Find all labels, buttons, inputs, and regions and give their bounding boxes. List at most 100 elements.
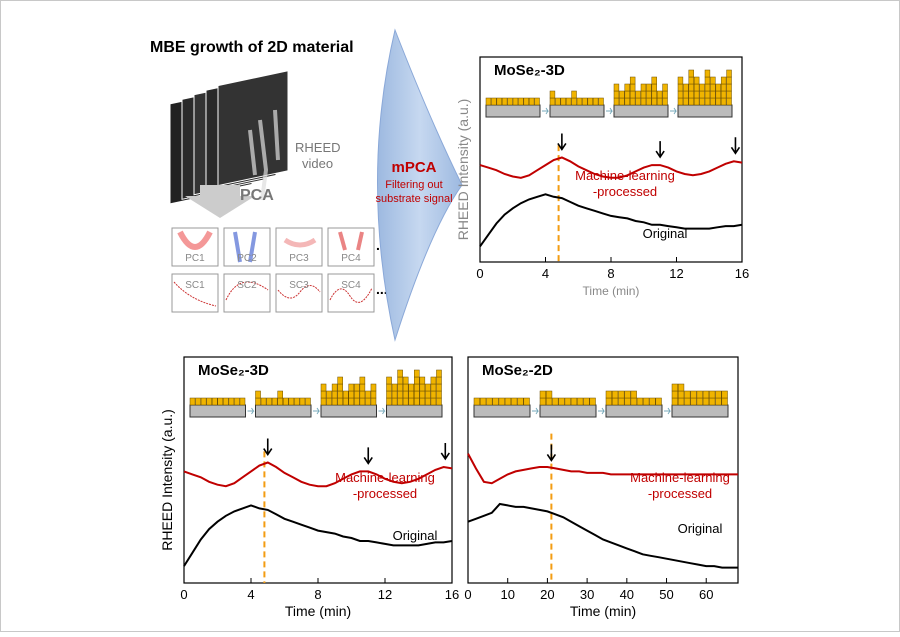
crystal-cell [613, 97, 620, 106]
crystal-cell [408, 390, 415, 399]
crystal-cell [359, 383, 366, 392]
pca-label: PCA [240, 187, 274, 204]
crystal-cell [646, 90, 652, 99]
crystal-cell [496, 97, 502, 106]
crystal-cell [651, 83, 657, 92]
crystal-cell [555, 97, 561, 106]
stage-arrow [670, 107, 677, 115]
crystal-cell [359, 390, 366, 399]
series-label: Original [643, 226, 688, 241]
crystal-cell [688, 97, 694, 106]
crystal-cell [710, 76, 716, 85]
sc-curves [173, 281, 373, 307]
pca-arrow [185, 185, 255, 218]
crystal-cell [635, 97, 641, 106]
crystal-cell [549, 97, 556, 106]
crystal-cell [677, 397, 685, 406]
crystal-cell [408, 397, 415, 406]
crystal-cell [370, 397, 377, 406]
crystal-cell [206, 397, 212, 406]
crystal-cell [414, 397, 420, 406]
x-tick-label: 8 [607, 266, 614, 281]
x-tick-label: 0 [476, 266, 483, 281]
crystal-cell [354, 383, 360, 392]
crystal-cell [498, 397, 505, 406]
crystal-cell [386, 376, 392, 385]
crystal-cell [436, 369, 442, 378]
crystal-cell [436, 390, 442, 399]
crystal-cell [693, 97, 700, 106]
substrate [473, 404, 531, 418]
substrate [549, 104, 605, 118]
crystal-cell [320, 383, 327, 392]
crystal-cell [331, 383, 338, 392]
crystal-cell [635, 90, 641, 99]
crystal-cell [260, 397, 267, 406]
crystal-cell [630, 390, 637, 399]
sc-label: SC4 [341, 280, 361, 291]
crystal-cell [629, 97, 636, 106]
x-tick-label: 4 [247, 587, 254, 602]
plot-frame [467, 356, 739, 584]
arrow [363, 447, 373, 465]
crystal-cell [726, 97, 732, 106]
crystal-cell [479, 397, 487, 406]
crystal-cell [693, 83, 700, 92]
crystal-cell [419, 383, 426, 392]
crystal-cell [277, 390, 284, 399]
crystal-cell [704, 97, 711, 106]
crystal-cell [677, 90, 684, 99]
series-label: Original [678, 521, 723, 536]
crystal-cell [624, 390, 631, 399]
crystal-cell [414, 369, 420, 378]
crystal-cell [571, 90, 577, 99]
crystal-cell [414, 383, 420, 392]
crystal-cell [619, 90, 625, 99]
crystal-cell [671, 397, 678, 406]
x-tick-label: 50 [659, 587, 673, 602]
series-label: Machine-learning -processed [630, 470, 730, 501]
substrate [255, 404, 312, 418]
crystal-cell [702, 397, 710, 406]
crystal-cell [662, 97, 668, 106]
crystal-cell [391, 390, 398, 399]
stage-arrow [378, 407, 386, 415]
substrate [539, 404, 597, 418]
crystal-cell [564, 397, 571, 406]
crystal-cell [545, 390, 553, 399]
crystal-cell [255, 397, 261, 406]
crystal-cell [611, 397, 619, 406]
crystal-cell [370, 383, 377, 392]
crystal-cell [331, 390, 338, 399]
crystal-cell [565, 97, 572, 106]
crystal-cell [425, 383, 431, 392]
crystal-cell [693, 90, 700, 99]
crystal-cell [571, 97, 577, 106]
x-axis-label: Time (min) [583, 284, 640, 298]
crystal-cell [699, 90, 705, 99]
substrate [485, 104, 541, 118]
crystal-cell [283, 397, 289, 406]
substrate [320, 404, 377, 418]
crystal-cell [618, 397, 625, 406]
crystal-cell [671, 390, 678, 399]
crystal-cell [720, 76, 727, 85]
crystal-cell [485, 97, 492, 106]
crystal-cell [337, 397, 343, 406]
crystal-cell [414, 376, 420, 385]
stage-arrow [542, 107, 549, 115]
chart-title: MoSe₂-2D [482, 362, 553, 379]
crystal-cell [721, 390, 728, 399]
series-line [467, 453, 738, 485]
crystal-cell [348, 383, 355, 392]
crystal-cell [651, 97, 657, 106]
crystal-cell [693, 76, 700, 85]
crystal-cell [501, 97, 508, 106]
stage-arrow [664, 407, 671, 415]
crystal-cell [721, 397, 728, 406]
rheed-frames [169, 70, 289, 205]
substrate [189, 404, 246, 418]
crystal-cell [715, 97, 721, 106]
x-tick-label: 40 [620, 587, 634, 602]
crystal-cell [305, 397, 311, 406]
